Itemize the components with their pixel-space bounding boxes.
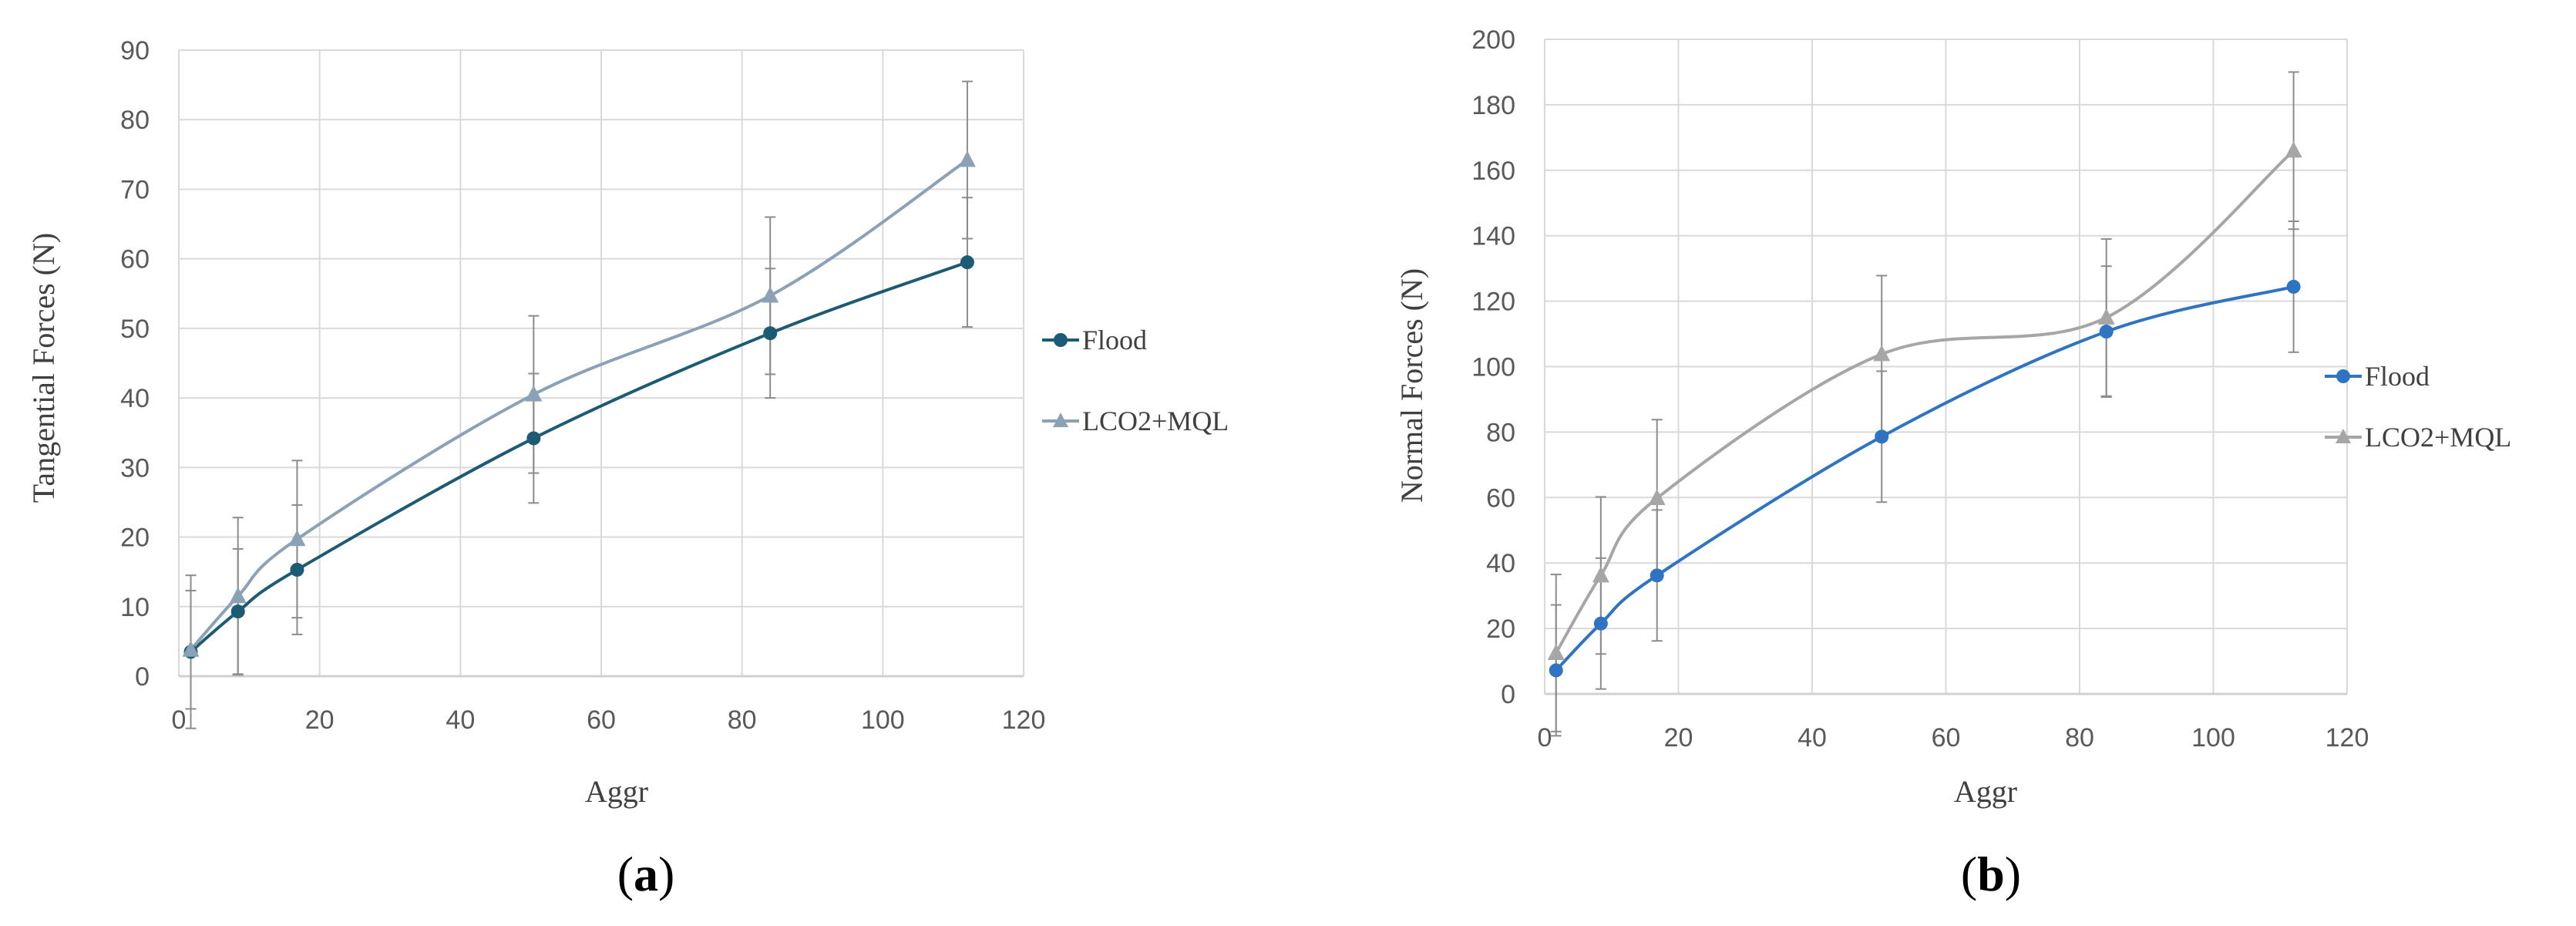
panel-b-lco2-mql-point	[1648, 489, 1666, 506]
panel-b-y-tick-label: 160	[1471, 157, 1515, 186]
panel-a-x-tick-label: 0	[172, 705, 187, 735]
panel-b-lines	[1555, 149, 2295, 672]
panel-b-x-tick-label: 100	[2191, 723, 2235, 753]
legend-circle-marker	[1054, 333, 1068, 347]
panel-a-chart: 0 20 40 60 80 100 120 0 10 20 30 40 50 60 70 80 90 Aggr…	[26, 36, 1229, 901]
panel-a-lines	[190, 158, 969, 653]
panel-b-flood-point	[1650, 568, 1664, 583]
panel-a-lco2-mql-point	[762, 286, 779, 303]
legend-circle-marker	[2336, 369, 2350, 383]
panel-b-y-tick-label: 40	[1486, 549, 1515, 578]
legend-triangle-marker	[2336, 429, 2351, 443]
panel-b-legend: Flood LCO2+MQL	[2325, 361, 2511, 453]
panel-b-lco2-mql-point	[1592, 566, 1609, 583]
panel-a-y-tick-label: 10	[120, 593, 150, 622]
panel-a-markers	[182, 150, 976, 659]
panel-b-legend-item-lco2-mql: LCO2+MQL	[2325, 422, 2511, 453]
panel-a-x-ticks: 0 20 40 60 80 100 120	[172, 705, 1046, 735]
panel-b-label: (b)	[1961, 847, 2021, 901]
panel-a-lco2-mql-point	[525, 385, 543, 402]
panel-a-lco2-mql-series-line	[190, 158, 969, 652]
panel-b-flood-point	[2099, 325, 2114, 339]
panel-b-lco2-mql-point	[2285, 141, 2302, 158]
panel-a-flood-point	[526, 431, 541, 446]
panel-a-y-tick-label: 80	[120, 106, 150, 135]
panel-a-y-tick-label: 90	[120, 36, 150, 66]
panel-b-flood-point	[1875, 429, 1889, 444]
panel-a-x-tick-label: 100	[861, 705, 905, 735]
panel-a-y-tick-label: 0	[135, 662, 150, 692]
panel-a-flood-series-line	[190, 261, 968, 653]
panel-b-flood-point	[2286, 279, 2301, 294]
panel-b-y-tick-label: 180	[1471, 91, 1515, 120]
panel-b-y-tick-label: 120	[1471, 288, 1515, 317]
panel-b-legend-label-lco2-mql: LCO2+MQL	[2365, 422, 2511, 453]
panel-b-lco2-mql-point	[1547, 643, 1565, 660]
panel-b-x-tick-label: 80	[2065, 723, 2094, 753]
panel-a-y-tick-label: 50	[120, 315, 150, 344]
panel-b-legend-label-flood: Flood	[2365, 361, 2430, 392]
panel-a-x-axis-title: Aggr	[585, 774, 648, 809]
panel-a-legend-label-flood: Flood	[1082, 325, 1147, 355]
panel-a-legend-label-lco2-mql: LCO2+MQL	[1082, 406, 1229, 436]
panel-a-x-tick-label: 60	[587, 705, 616, 735]
panel-b-x-ticks: 0 20 40 60 80 100 120	[1538, 723, 2369, 753]
panel-b-flood-point	[1549, 663, 1563, 678]
panel-b-x-tick-label: 120	[2325, 723, 2369, 753]
panel-b-y-tick-label: 200	[1471, 25, 1515, 55]
panel-a-flood-point	[290, 562, 304, 577]
panel-b-x-tick-label: 60	[1932, 723, 1961, 753]
panel-a-y-tick-label: 70	[120, 175, 150, 204]
panel-b-x-axis-title: Aggr	[1954, 774, 2017, 809]
legend-triangle-marker	[1053, 412, 1068, 427]
panel-b-markers	[1547, 141, 2302, 678]
panel-a-y-axis-title: Tangential Forces (N)	[26, 233, 61, 503]
panel-a-x-tick-label: 120	[1002, 705, 1046, 735]
panel-b-y-tick-label: 140	[1471, 222, 1515, 251]
panel-a-x-tick-label: 80	[728, 705, 757, 735]
panel-a-legend-item-lco2-mql: LCO2+MQL	[1042, 406, 1229, 436]
panel-a-y-tick-label: 30	[120, 453, 150, 483]
panel-a-lco2-mql-point	[229, 587, 247, 604]
panel-b-flood-series-line	[1555, 285, 2295, 672]
panel-b-y-tick-label: 100	[1471, 353, 1515, 382]
panel-b-y-tick-label: 0	[1501, 680, 1515, 709]
panel-b-x-tick-label: 40	[1797, 723, 1827, 753]
panel-b-y-tick-label: 20	[1486, 615, 1515, 644]
panel-b-lco2-mql-series-line	[1555, 149, 2295, 654]
panel-b-error-bars	[1550, 71, 2299, 737]
panel-a-flood-point	[960, 255, 974, 270]
panel-a-lco2-mql-point	[958, 150, 976, 167]
panel-b-legend-item-flood: Flood	[2325, 361, 2430, 392]
panel-b-chart: 0 20 40 60 80 100 120 0 20 40 60 80 100 120 140 160 180…	[1394, 25, 2511, 901]
panel-b-y-axis-title: Normal Forces (N)	[1394, 268, 1429, 503]
panel-b-grid	[1544, 39, 2348, 695]
panel-a-error-bars	[185, 80, 973, 729]
panel-a-label: (a)	[617, 847, 675, 901]
panel-a-legend: Flood LCO2+MQL	[1042, 325, 1229, 436]
panel-a-legend-item-flood: Flood	[1042, 325, 1147, 355]
panel-a-x-tick-label: 40	[446, 705, 475, 735]
panel-a-lco2-mql-point	[182, 640, 200, 657]
panel-b-x-tick-label: 20	[1664, 723, 1693, 753]
panel-a-y-ticks: 0 10 20 30 40 50 60 70 80 90	[120, 36, 150, 692]
panel-a-flood-point	[763, 326, 778, 341]
panel-a-y-tick-label: 40	[120, 384, 150, 413]
panel-a-lco2-mql-point	[288, 530, 306, 547]
panel-b-flood-point	[1593, 616, 1608, 631]
panel-b-y-ticks: 0 20 40 60 80 100 120 140 160 180 200	[1471, 25, 1515, 709]
panel-a-y-tick-label: 20	[120, 524, 150, 553]
panel-b-y-tick-label: 80	[1486, 418, 1515, 447]
panel-b-lco2-mql-point	[2097, 308, 2115, 325]
panel-b-x-tick-label: 0	[1538, 723, 1552, 753]
panel-b-y-tick-label: 60	[1486, 483, 1515, 513]
panel-a-y-tick-label: 60	[120, 245, 150, 274]
panel-a-flood-point	[230, 604, 245, 619]
panel-b-lco2-mql-point	[1873, 345, 1891, 362]
panel-a-x-tick-label: 20	[305, 705, 335, 735]
